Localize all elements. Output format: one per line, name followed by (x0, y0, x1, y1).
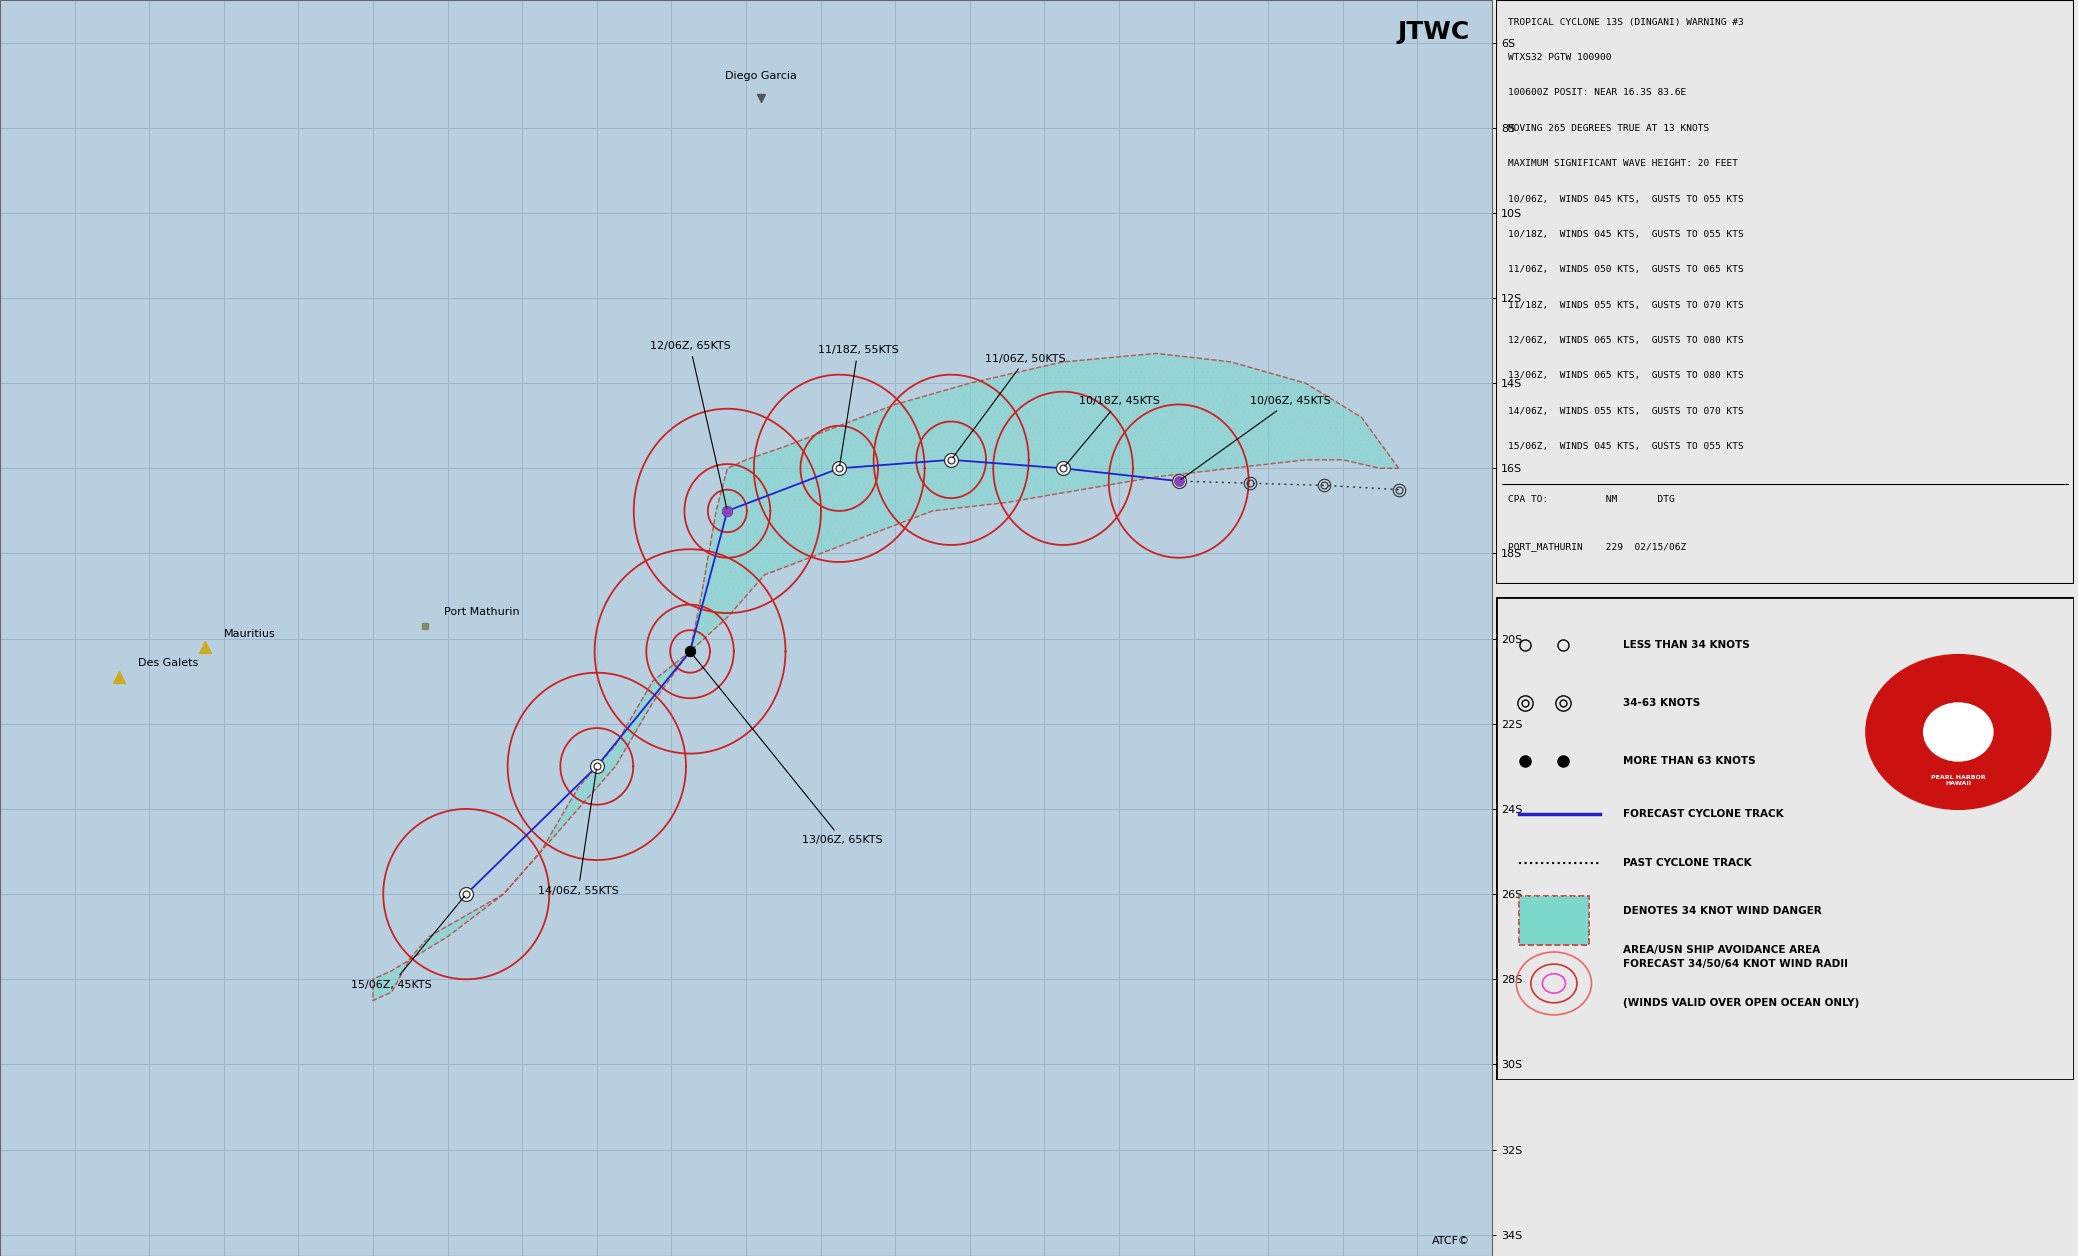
Text: PAST CYCLONE TRACK: PAST CYCLONE TRACK (1623, 858, 1752, 868)
FancyBboxPatch shape (1519, 897, 1588, 945)
Text: 15/06Z,  WINDS 045 KTS,  GUSTS TO 055 KTS: 15/06Z, WINDS 045 KTS, GUSTS TO 055 KTS (1509, 442, 1743, 451)
Circle shape (1924, 703, 1993, 761)
Text: 14/06Z,  WINDS 055 KTS,  GUSTS TO 070 KTS: 14/06Z, WINDS 055 KTS, GUSTS TO 070 KTS (1509, 407, 1743, 416)
Text: CPA TO:          NM       DTG: CPA TO: NM DTG (1509, 495, 1675, 504)
Text: ATCF©: ATCF© (1432, 1236, 1469, 1246)
Text: 11/06Z,  WINDS 050 KTS,  GUSTS TO 065 KTS: 11/06Z, WINDS 050 KTS, GUSTS TO 065 KTS (1509, 265, 1743, 274)
Text: Mauritius: Mauritius (224, 629, 276, 638)
Text: 11/18Z,  WINDS 055 KTS,  GUSTS TO 070 KTS: 11/18Z, WINDS 055 KTS, GUSTS TO 070 KTS (1509, 300, 1743, 310)
Text: Des Galets: Des Galets (137, 658, 197, 668)
Text: PORT_MATHURIN    229  02/15/06Z: PORT_MATHURIN 229 02/15/06Z (1509, 541, 1685, 551)
Text: LESS THAN 34 KNOTS: LESS THAN 34 KNOTS (1623, 641, 1750, 649)
Text: TROPICAL CYCLONE 13S (DINGANI) WARNING #3: TROPICAL CYCLONE 13S (DINGANI) WARNING #… (1509, 18, 1743, 26)
Text: (WINDS VALID OVER OPEN OCEAN ONLY): (WINDS VALID OVER OPEN OCEAN ONLY) (1623, 997, 1860, 1007)
Text: 12/06Z, 65KTS: 12/06Z, 65KTS (650, 342, 731, 509)
Text: 10/18Z, 45KTS: 10/18Z, 45KTS (1064, 397, 1160, 466)
Text: Diego Garcia: Diego Garcia (725, 70, 796, 80)
Text: Port Mathurin: Port Mathurin (445, 608, 520, 618)
Text: DENOTES 34 KNOT WIND DANGER: DENOTES 34 KNOT WIND DANGER (1623, 906, 1822, 916)
Text: 11/18Z, 55KTS: 11/18Z, 55KTS (817, 345, 898, 466)
Circle shape (1866, 654, 2051, 809)
Text: MAXIMUM SIGNIFICANT WAVE HEIGHT: 20 FEET: MAXIMUM SIGNIFICANT WAVE HEIGHT: 20 FEET (1509, 160, 1737, 168)
Text: 13/06Z, 65KTS: 13/06Z, 65KTS (692, 653, 883, 845)
Text: AREA/USN SHIP AVOIDANCE AREA: AREA/USN SHIP AVOIDANCE AREA (1623, 945, 1820, 955)
Text: 10/06Z, 45KTS: 10/06Z, 45KTS (1180, 397, 1330, 480)
Text: 10/06Z,  WINDS 045 KTS,  GUSTS TO 055 KTS: 10/06Z, WINDS 045 KTS, GUSTS TO 055 KTS (1509, 195, 1743, 203)
Text: FORECAST CYCLONE TRACK: FORECAST CYCLONE TRACK (1623, 809, 1783, 819)
Text: 15/06Z, 45KTS: 15/06Z, 45KTS (351, 897, 465, 990)
Text: FORECAST 34/50/64 KNOT WIND RADII: FORECAST 34/50/64 KNOT WIND RADII (1623, 960, 1847, 970)
Polygon shape (374, 353, 1398, 1001)
Text: MORE THAN 63 KNOTS: MORE THAN 63 KNOTS (1623, 756, 1756, 766)
Text: 34-63 KNOTS: 34-63 KNOTS (1623, 698, 1700, 708)
Text: 13/06Z,  WINDS 065 KTS,  GUSTS TO 080 KTS: 13/06Z, WINDS 065 KTS, GUSTS TO 080 KTS (1509, 372, 1743, 381)
Text: PEARL HARBOR
HAWAII: PEARL HARBOR HAWAII (1930, 775, 1987, 786)
Text: 10/18Z,  WINDS 045 KTS,  GUSTS TO 055 KTS: 10/18Z, WINDS 045 KTS, GUSTS TO 055 KTS (1509, 230, 1743, 239)
Text: 14/06Z, 55KTS: 14/06Z, 55KTS (538, 769, 619, 896)
Text: 100600Z POSIT: NEAR 16.3S 83.6E: 100600Z POSIT: NEAR 16.3S 83.6E (1509, 88, 1685, 97)
Text: 12/06Z,  WINDS 065 KTS,  GUSTS TO 080 KTS: 12/06Z, WINDS 065 KTS, GUSTS TO 080 KTS (1509, 337, 1743, 345)
Text: JTWC: JTWC (1396, 20, 1469, 44)
Text: MOVING 265 DEGREES TRUE AT 13 KNOTS: MOVING 265 DEGREES TRUE AT 13 KNOTS (1509, 123, 1708, 133)
Text: WTXS32 PGTW 100900: WTXS32 PGTW 100900 (1509, 53, 1610, 62)
Text: 11/06Z, 50KTS: 11/06Z, 50KTS (954, 354, 1066, 457)
